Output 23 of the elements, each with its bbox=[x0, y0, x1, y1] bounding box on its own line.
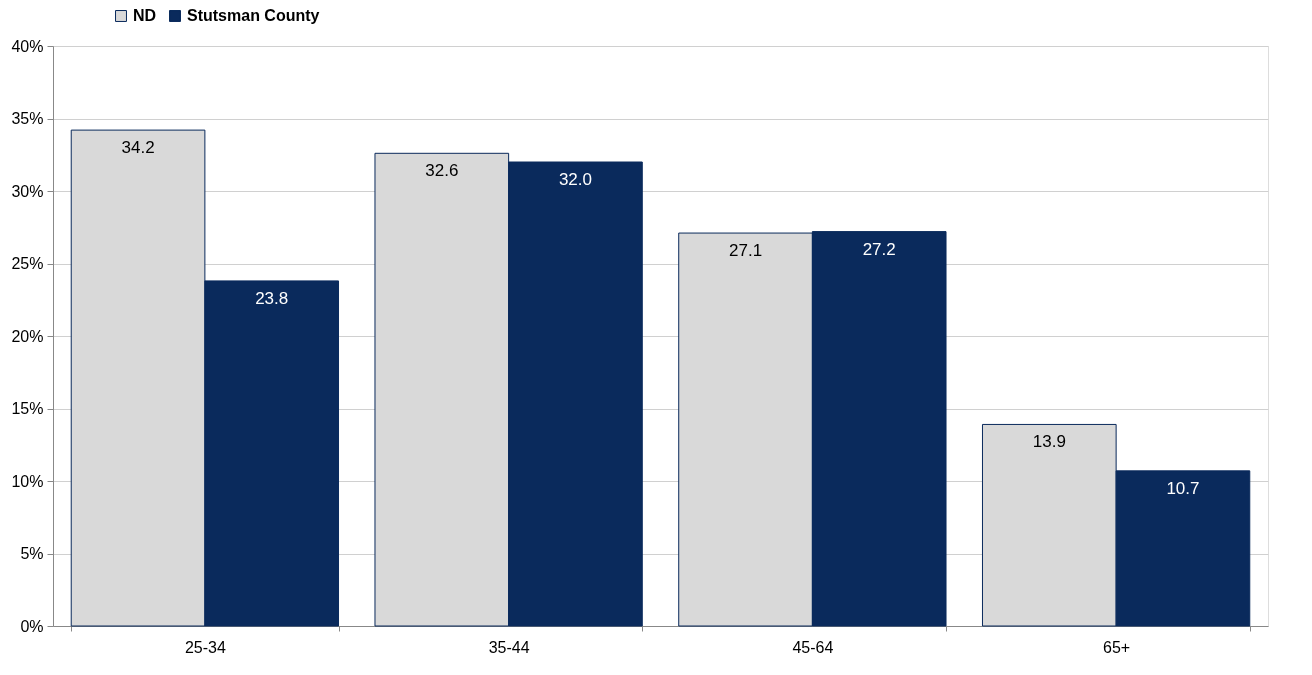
data-label: 23.8 bbox=[255, 288, 289, 308]
data-label: 27.2 bbox=[862, 239, 896, 259]
x-tick-label: 65+ bbox=[1103, 638, 1131, 656]
data-label: 10.7 bbox=[1166, 478, 1200, 498]
y-tick-label: 25% bbox=[11, 255, 44, 272]
y-tick-label: 40% bbox=[11, 37, 44, 55]
y-tick-label: 10% bbox=[11, 472, 44, 490]
y-tick-label: 30% bbox=[11, 182, 44, 200]
x-tick-label: 25-34 bbox=[184, 638, 226, 656]
data-label: 32.6 bbox=[425, 161, 459, 181]
y-tick-label: 20% bbox=[11, 327, 44, 345]
y-tick-label: 5% bbox=[20, 545, 44, 562]
x-tick-label: 45-64 bbox=[792, 638, 834, 656]
data-label: 34.2 bbox=[121, 138, 155, 158]
y-tick-label: 15% bbox=[11, 400, 44, 417]
y-tick-label: 35% bbox=[11, 110, 44, 127]
legend-label: Stutsman County bbox=[187, 7, 320, 24]
legend-label: ND bbox=[133, 7, 157, 24]
y-tick-label: 0% bbox=[20, 617, 44, 635]
x-tick-label: 35-44 bbox=[488, 638, 530, 656]
data-label: 27.1 bbox=[729, 241, 763, 261]
data-label: 13.9 bbox=[1032, 432, 1066, 452]
data-label: 32.0 bbox=[558, 170, 592, 189]
